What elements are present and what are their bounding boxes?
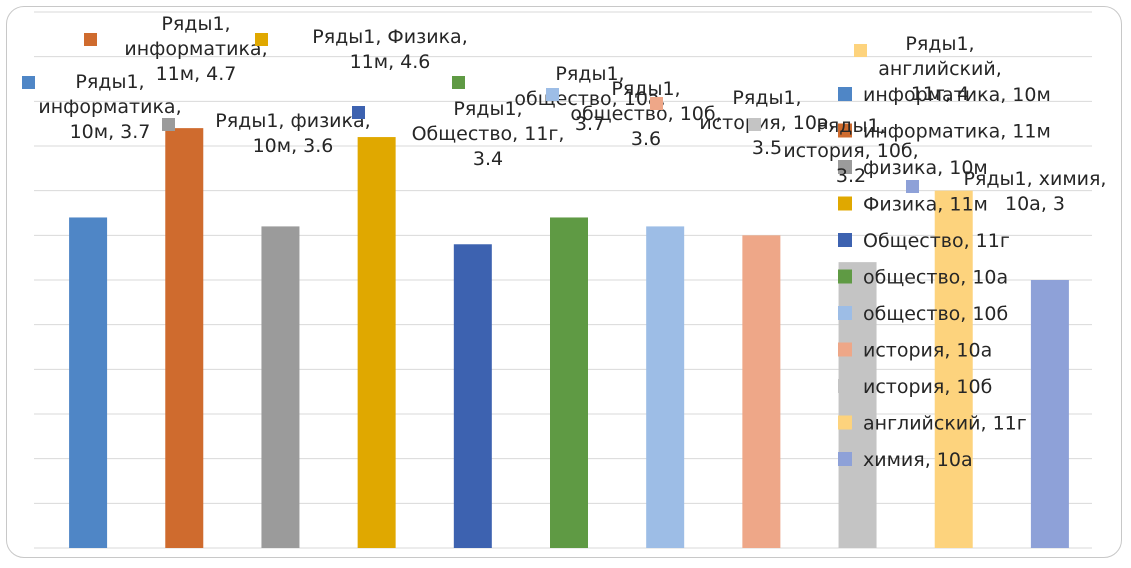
- legend-swatch: [838, 196, 852, 211]
- data-label-marker: [22, 76, 35, 89]
- data-label: 3.2: [836, 165, 866, 187]
- data-label: английский,: [878, 58, 1002, 80]
- data-label: информатика,: [124, 38, 267, 60]
- legend-swatch: [838, 342, 852, 357]
- data-label-marker: [748, 118, 761, 131]
- data-label-marker: [546, 88, 559, 101]
- data-label: информатика,: [38, 96, 181, 118]
- data-label: история, 10а,: [699, 112, 834, 134]
- data-label: 10м, 3.6: [253, 135, 334, 157]
- bar: [646, 226, 685, 548]
- legend-swatch: [838, 233, 852, 247]
- legend-swatch: [838, 160, 852, 174]
- legend-swatch: [838, 269, 852, 284]
- data-label: 3.5: [752, 137, 782, 159]
- data-label-marker: [84, 33, 97, 46]
- data-labels: Ряды1,информатика,10м, 3.7Ряды1,информат…: [22, 13, 1106, 215]
- gridlines: [34, 11, 1092, 549]
- data-label-marker: [162, 118, 175, 131]
- legend-label: информатика, 10м: [863, 84, 1051, 106]
- data-label: Ряды1,: [816, 115, 885, 137]
- bar: [165, 128, 204, 548]
- bar: [1030, 280, 1069, 548]
- data-label-marker: [650, 97, 663, 110]
- data-label: Ряды1,: [555, 63, 624, 85]
- data-label: 11м, 4.6: [350, 51, 431, 73]
- legend-swatch: [838, 306, 852, 320]
- legend-swatch: [838, 452, 852, 466]
- data-label: Ряды1,: [732, 87, 801, 109]
- bar: [357, 137, 396, 549]
- data-label: 11г, 4: [911, 83, 969, 105]
- legend-label: физика, 10м: [863, 157, 988, 179]
- data-label: Ряды1,: [905, 33, 974, 55]
- data-label: Ряды1, химия,: [964, 168, 1107, 190]
- data-label: Ряды1, Физика,: [312, 26, 468, 48]
- data-label-marker: [452, 76, 465, 89]
- legend-label: общество, 10а: [863, 267, 1008, 289]
- legend-swatch: [838, 415, 852, 430]
- data-label-marker: [255, 33, 268, 46]
- data-label: 3.4: [473, 148, 503, 170]
- legend-label: общество, 10б: [863, 303, 1008, 325]
- legend-label: химия, 10а: [863, 449, 973, 471]
- data-label: Ряды1,: [161, 13, 230, 35]
- bar: [550, 217, 588, 548]
- legend-swatch: [838, 87, 852, 101]
- data-label: Ряды1,: [453, 98, 522, 120]
- legend-swatch: [838, 123, 852, 138]
- data-label: 10а, 3: [1005, 193, 1065, 215]
- bar: [261, 226, 300, 548]
- legend-swatch: [838, 379, 852, 393]
- bars: [69, 128, 1069, 549]
- legend-label: история, 10а: [863, 340, 992, 362]
- data-label: 11м, 4.7: [156, 63, 237, 85]
- data-label: Ряды1, физика,: [215, 110, 370, 132]
- data-label: Ряды1,: [611, 78, 680, 100]
- data-label: 10м, 3.7: [70, 121, 151, 143]
- legend-label: Общество, 11г: [863, 230, 1010, 252]
- data-label-marker: [854, 44, 867, 57]
- legend-label: информатика, 11м: [863, 121, 1051, 143]
- legend-label: Физика, 11м: [863, 194, 988, 216]
- data-label: Ряды1,: [75, 71, 144, 93]
- data-label: Общество, 11г,: [412, 123, 565, 145]
- bar: [742, 235, 781, 549]
- data-label: общество, 10б,: [570, 103, 721, 125]
- legend-label: история, 10б: [863, 376, 992, 398]
- data-label-marker: [352, 106, 365, 119]
- data-label-marker: [906, 180, 919, 193]
- legend: информатика, 10м информатика, 11м физика, …: [838, 84, 1051, 471]
- data-label: 3.7: [575, 113, 605, 135]
- bar: [934, 190, 973, 548]
- legend-label: английский, 11г: [863, 413, 1027, 435]
- data-label: 3.6: [631, 128, 661, 150]
- bar: [453, 244, 492, 548]
- data-label: история, 10б,: [783, 140, 918, 162]
- bar: [69, 217, 108, 548]
